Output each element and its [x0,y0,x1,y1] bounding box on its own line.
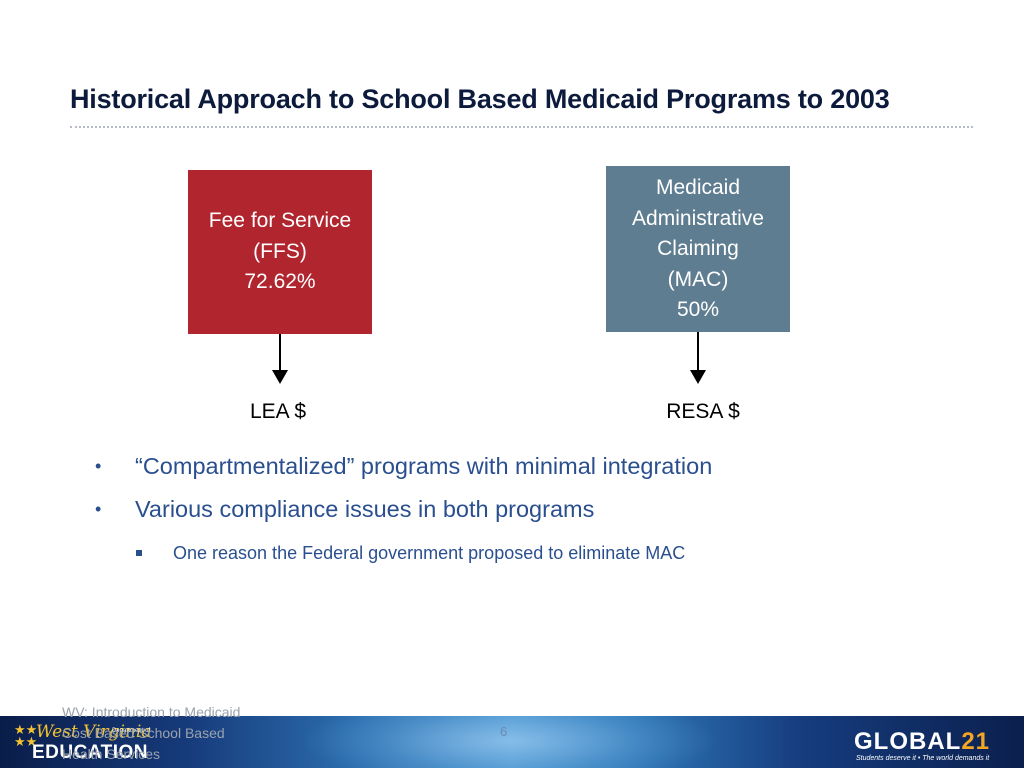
footer-line-2: Cost Based School Based [62,725,225,741]
banner-glow [300,716,720,768]
mac-line-3: Claiming [657,237,739,260]
global21-tagline: Students deserve it • The world demands … [856,755,990,762]
ffs-line-2: (FFS) [253,239,307,263]
slide-title: Historical Approach to School Based Medi… [70,84,890,114]
mac-line-5: 50% [676,298,720,321]
wv-education-logo: ★★ ★★ West Virginia Department of EDUCATI… [14,722,174,764]
footer-line-3: Health Services [62,746,161,762]
global21-word: GLOBAL21 [854,728,990,756]
footer-caption: WV: Introduction to Medicaid Cost Based … [62,702,292,765]
global21-logo: GLOBAL21 Students deserve it • The world… [854,728,1014,764]
mac-line-4: (MAC) [667,267,729,291]
square-bullet-icon [136,550,142,556]
ffs-box: Fee for Service (FFS) 72.62% [188,170,372,334]
sub-bullet-text: One reason the Federal government propos… [173,543,686,563]
logo-word-text: EDUCATION [32,742,149,763]
ffs-line-3: 72.62% [244,270,316,293]
page-number: 6 [500,724,508,739]
logo-script-text: West Virginia [36,722,152,742]
bullet-item: • Various compliance issues in both prog… [90,493,970,536]
mac-box: Medicaid Administrative Claiming (MAC) 5… [606,166,790,332]
lea-label: LEA $ [249,400,307,423]
bullet-item: • “Compartmentalized” programs with mini… [90,450,970,493]
footer-banner [0,716,1024,768]
bullet-list: • “Compartmentalized” programs with mini… [90,450,970,566]
title-divider [70,126,973,128]
sub-bullet-item: One reason the Federal government propos… [90,540,970,566]
resa-label: RESA $ [666,400,740,423]
bullet-text: “Compartmentalized” programs with minima… [135,453,713,479]
stars-icon: ★★ ★★ [14,722,38,749]
logo-dept-text: Department of [112,728,151,734]
footer-line-1: WV: Introduction to Medicaid [62,704,241,720]
mac-line-2: Administrative [632,206,764,230]
global21-prefix: GLOBAL [854,728,962,755]
bullet-dot-icon: • [95,499,102,519]
mac-line-1: Medicaid [655,176,741,199]
global21-number: 21 [961,728,991,755]
bullet-text: Various compliance issues in both progra… [135,496,595,522]
bullet-dot-icon: • [95,456,102,476]
ffs-line-1: Fee for Service [208,209,352,232]
